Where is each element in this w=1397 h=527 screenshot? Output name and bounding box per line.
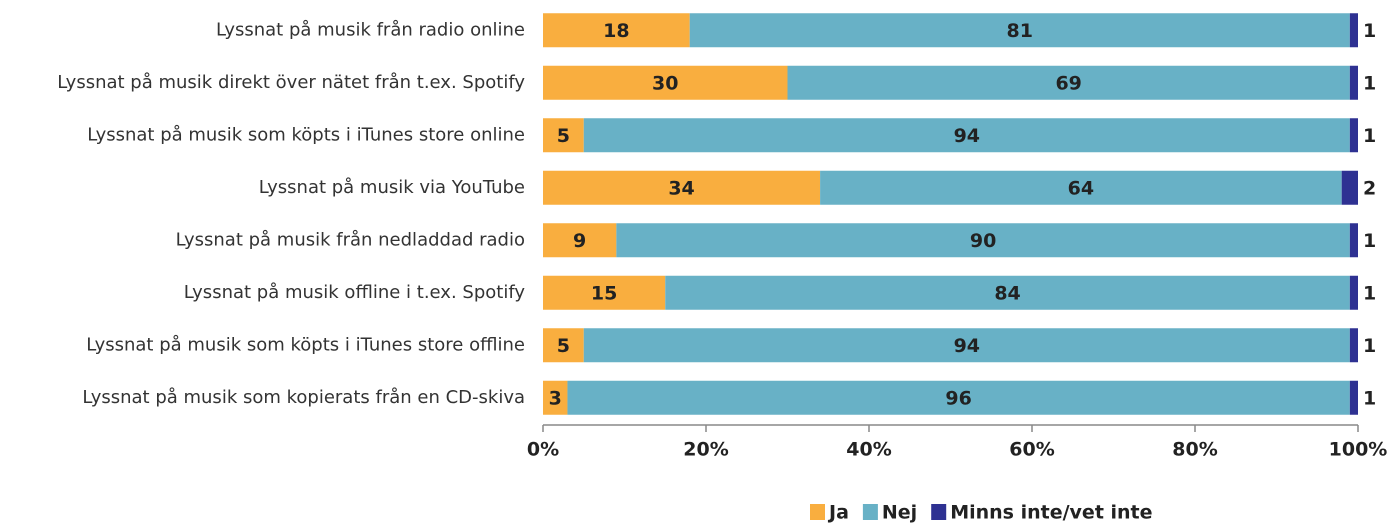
legend-label: Ja	[827, 502, 849, 524]
bar-segment	[616, 223, 1350, 258]
category-label: Lyssnat på musik direkt över nätet från …	[57, 72, 525, 93]
value-label: 3	[549, 387, 562, 409]
bar-segment	[1349, 118, 1358, 153]
bar-segment	[543, 118, 584, 153]
bar-segment	[1349, 275, 1358, 310]
bar-segment	[1349, 328, 1358, 363]
value-label: 84	[994, 282, 1020, 304]
category-label: Lyssnat på musik som köpts i iTunes stor…	[87, 124, 525, 145]
category-label: Lyssnat på musik offline i t.ex. Spotify	[184, 282, 526, 303]
category-label: Lyssnat på musik som kopierats från en C…	[82, 387, 525, 408]
legend-swatch	[810, 504, 825, 520]
value-label: 1	[1363, 20, 1376, 42]
bar-segment	[689, 13, 1350, 48]
category-label: Lyssnat på musik från nedladdad radio	[176, 229, 525, 250]
bar-segment	[543, 380, 568, 415]
value-label: 81	[1007, 20, 1033, 42]
value-label: 69	[1055, 72, 1081, 94]
bar-segment	[583, 118, 1350, 153]
value-label: 5	[557, 125, 570, 147]
bar-segment	[665, 275, 1350, 310]
x-tick-label: 40%	[846, 439, 891, 461]
value-label: 9	[573, 230, 586, 252]
legend-swatch	[862, 504, 878, 520]
bar-segment	[567, 380, 1350, 415]
x-tick-label: 0%	[527, 439, 559, 461]
value-label: 2	[1363, 177, 1376, 199]
bar-segment	[543, 170, 821, 205]
value-label: 34	[668, 177, 694, 199]
bar-segment	[1349, 223, 1358, 258]
value-label: 1	[1363, 387, 1376, 409]
x-tick-label: 100%	[1329, 439, 1388, 461]
legend-label: Nej	[882, 502, 917, 524]
bar-segment	[543, 13, 690, 48]
x-tick-label: 80%	[1172, 439, 1217, 461]
value-label: 64	[1068, 177, 1094, 199]
value-label: 5	[557, 335, 570, 357]
category-label: Lyssnat på musik via YouTube	[259, 177, 525, 198]
value-label: 90	[970, 230, 996, 252]
bar-segment	[1349, 65, 1358, 100]
value-label: 96	[945, 387, 971, 409]
legend-label: Minns inte/vet inte	[950, 502, 1152, 524]
bar-segment	[543, 65, 788, 100]
value-label: 15	[591, 282, 617, 304]
value-label: 1	[1363, 282, 1376, 304]
value-label: 1	[1363, 230, 1376, 252]
value-label: 30	[652, 72, 678, 94]
value-label: 94	[954, 125, 980, 147]
bar-segment	[1341, 170, 1358, 205]
value-label: 1	[1363, 125, 1376, 147]
bar-segment	[583, 328, 1350, 363]
category-label: Lyssnat på musik som köpts i iTunes stor…	[86, 334, 525, 355]
bar-segment	[1349, 13, 1358, 48]
bar-segment	[543, 223, 617, 258]
value-label: 1	[1363, 72, 1376, 94]
category-label: Lyssnat på musik från radio online	[216, 19, 525, 40]
bar-segment	[543, 275, 666, 310]
x-tick-label: 60%	[1009, 439, 1054, 461]
value-label: 18	[603, 20, 629, 42]
bar-segment	[820, 170, 1342, 205]
value-label: 1	[1363, 335, 1376, 357]
value-label: 94	[954, 335, 980, 357]
bar-segment	[787, 65, 1350, 100]
legend-swatch	[931, 504, 947, 520]
x-tick-label: 20%	[683, 439, 728, 461]
bar-segment	[543, 328, 584, 363]
bar-segment	[1349, 380, 1358, 415]
